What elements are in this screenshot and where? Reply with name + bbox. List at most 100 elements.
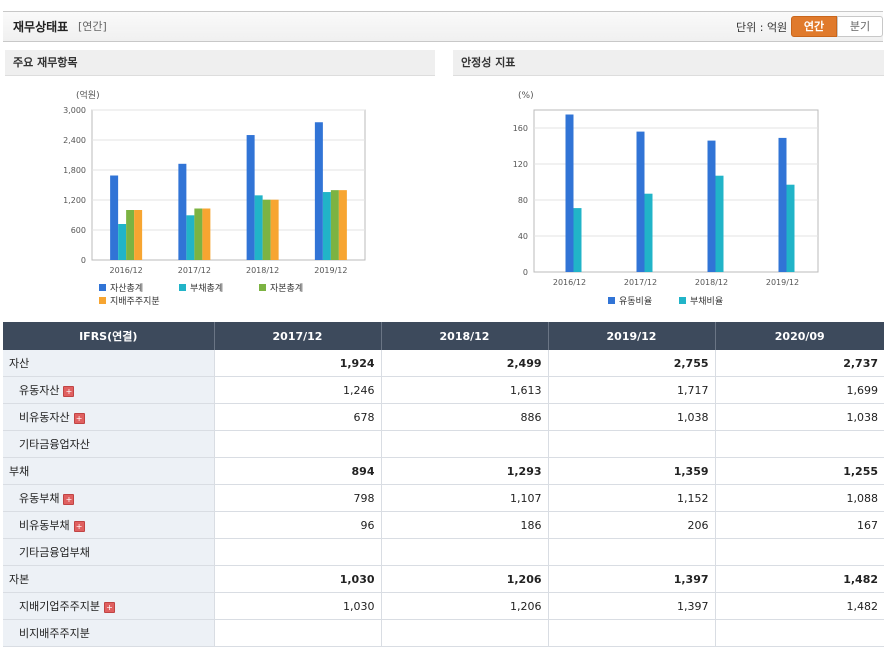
x-tick-label: 2019/12: [766, 278, 799, 287]
row-label-cell: 기타금융업자산: [3, 430, 214, 458]
value-cell: 2,499: [380, 350, 548, 377]
value-cell: 894: [213, 457, 381, 485]
table-row: 지배기업주주지분 +1,030 1,206 1,397 1,482: [3, 592, 884, 620]
value-cell: 1,255: [714, 457, 884, 485]
table-row: 비지배주주지분: [3, 619, 884, 647]
y-tick-label: 160: [513, 124, 528, 133]
bar: [194, 208, 203, 260]
bar: [110, 175, 119, 260]
row-label: 부채: [9, 465, 30, 478]
annual-button[interactable]: 연간: [791, 16, 837, 37]
table-header-cell: 2017/12: [213, 322, 381, 350]
left-panel-title: 주요 재무항목: [5, 50, 435, 76]
table-header-cell: 2019/12: [547, 322, 715, 350]
x-tick-label: 2018/12: [246, 266, 279, 275]
bar: [134, 210, 143, 260]
table-row: 비유동부채 +96 186 206 167: [3, 511, 884, 539]
bar: [573, 208, 582, 272]
right-panel-title: 안정성 지표: [453, 50, 884, 76]
value-cell: 167: [714, 511, 884, 539]
value-cell: 1,359: [547, 457, 715, 485]
value-cell: [714, 619, 884, 647]
expand-plus-icon[interactable]: +: [103, 601, 115, 613]
row-label: 비지배주주지분: [19, 627, 90, 640]
value-cell: 1,206: [380, 592, 548, 620]
section-subtitle: [연간]: [78, 20, 107, 33]
table-row: 유동부채 +798 1,107 1,152 1,088: [3, 484, 884, 512]
value-cell: [547, 538, 715, 566]
table-row: 기타금융업자산: [3, 430, 884, 458]
value-cell: 678: [213, 403, 381, 431]
bar: [126, 210, 135, 260]
value-cell: 1,246: [213, 376, 381, 404]
row-label: 기타금융업부채: [19, 546, 90, 559]
y-axis-unit-label: (%): [518, 91, 534, 101]
y-tick-label: 40: [518, 232, 528, 241]
value-cell: [380, 430, 548, 458]
legend-swatch: [608, 297, 615, 304]
stability-chart: 160 120 80 40 0 (%) 2016/12 2017/12 2018/12 2019/…: [513, 91, 819, 307]
value-cell: 1,038: [714, 403, 884, 431]
value-cell: 1,088: [714, 484, 884, 512]
row-label-cell: 자산: [3, 350, 214, 377]
bar: [270, 199, 279, 260]
bar: [338, 190, 347, 260]
x-tick-label: 2016/12: [553, 278, 586, 287]
quarter-button[interactable]: 분기: [837, 16, 883, 37]
legend-label: 자산총계: [110, 282, 143, 294]
value-cell: 1,482: [714, 565, 884, 593]
table-row: 기타금융업부채: [3, 538, 884, 566]
table-row: 비유동자산 +678 886 1,038 1,038: [3, 403, 884, 431]
value-cell: [380, 619, 548, 647]
y-tick-label: 80: [518, 196, 528, 205]
legend-label: 자본총계: [270, 282, 303, 294]
value-cell: 1,107: [380, 484, 548, 512]
expand-plus-icon[interactable]: +: [63, 493, 75, 505]
bar: [246, 135, 255, 260]
legend-label: 유동비율: [619, 296, 652, 307]
row-label-cell: 지배기업주주지분 +: [3, 592, 214, 620]
legend-swatch: [259, 284, 266, 291]
bar: [262, 199, 271, 260]
bar: [314, 122, 323, 260]
row-label: 비유동자산: [19, 411, 70, 424]
financial-items-chart: 3,000 2,400 1,800 1,200 600 0 (억원) 2016/12 2017/…: [63, 89, 366, 307]
value-cell: [714, 538, 884, 566]
bar: [202, 208, 211, 260]
bar: [330, 190, 339, 260]
financial-table: IFRS(연결) 2017/12 2018/12 2019/12 2020/09…: [3, 322, 884, 647]
y-tick-label: 0: [81, 256, 86, 265]
table-row: 자산 1,924 2,499 2,755 2,737: [3, 350, 884, 377]
expand-plus-icon[interactable]: +: [73, 520, 85, 532]
value-cell: [380, 538, 548, 566]
value-cell: 1,482: [714, 592, 884, 620]
value-cell: 186: [380, 511, 548, 539]
bar: [178, 163, 187, 260]
table-row: 자본 1,030 1,206 1,397 1,482: [3, 565, 884, 593]
y-tick-label: 600: [71, 226, 86, 235]
unit-label: 단위 : 억원: [736, 21, 788, 34]
section-title: 재무상태표: [13, 20, 69, 34]
bar: [644, 193, 653, 272]
value-cell: 1,293: [380, 457, 548, 485]
value-cell: [213, 430, 381, 458]
value-cell: 1,152: [547, 484, 715, 512]
expand-plus-icon[interactable]: +: [73, 412, 85, 424]
bar: [636, 131, 645, 272]
legend-swatch: [99, 297, 106, 304]
value-cell: 886: [380, 403, 548, 431]
x-tick-label: 2016/12: [110, 266, 143, 275]
value-cell: 1,038: [547, 403, 715, 431]
value-cell: 1,397: [547, 592, 715, 620]
legend-label: 부채비율: [690, 296, 723, 307]
value-cell: 1,699: [714, 376, 884, 404]
expand-plus-icon[interactable]: +: [63, 385, 75, 397]
bar: [254, 195, 263, 260]
section-header: 재무상태표 [연간] 단위 : 억원 연간 분기: [3, 11, 883, 42]
row-label-cell: 비유동부채 +: [3, 511, 214, 539]
y-axis-unit-label: (억원): [76, 89, 100, 101]
value-cell: 1,030: [213, 565, 381, 593]
bar: [707, 140, 716, 272]
y-tick-label: 1,800: [63, 166, 86, 175]
